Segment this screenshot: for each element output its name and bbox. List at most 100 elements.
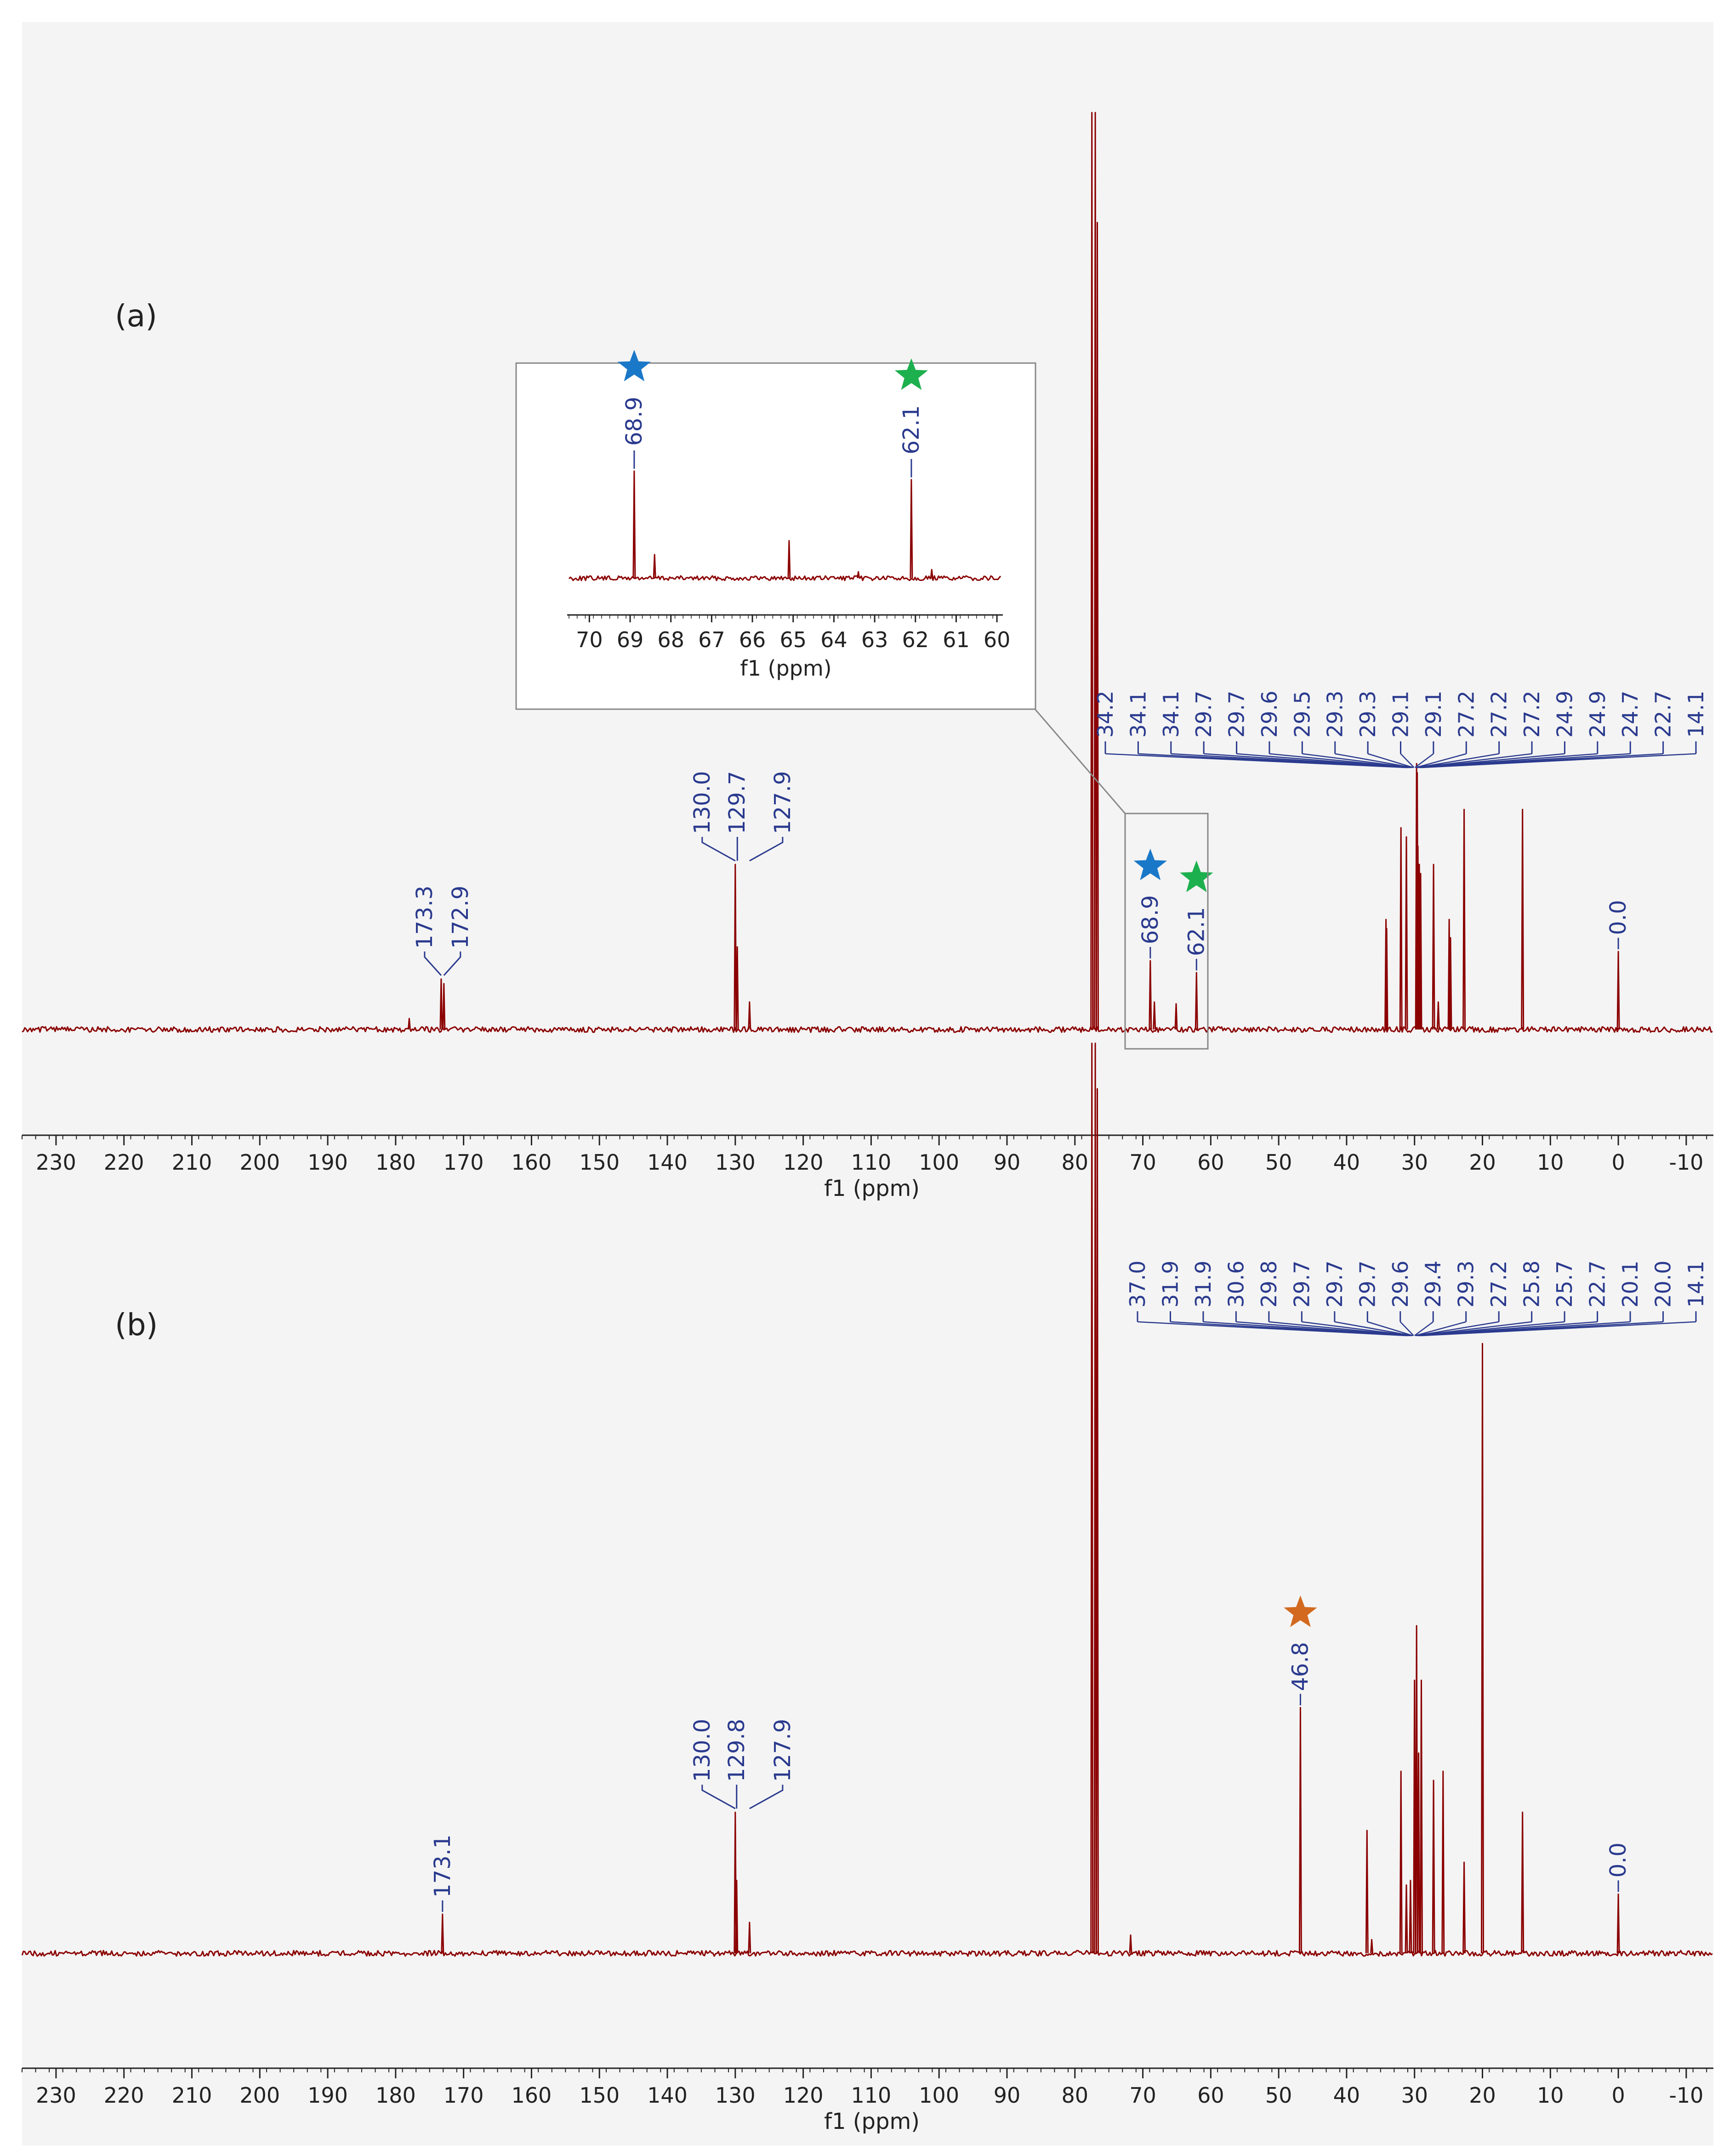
x-tick-label: 10 (1537, 2083, 1564, 2108)
aliphatic-peak-label: 14.1 (1684, 1261, 1708, 1308)
x-tick-label: 140 (647, 2083, 688, 2108)
x-tick-label: 30 (1401, 2083, 1428, 2108)
peak-label: 68.9 (1138, 895, 1163, 944)
x-tick-label: 180 (375, 2083, 416, 2108)
peak-label: 127.9 (770, 771, 796, 834)
star-marker-icon (1284, 1595, 1317, 1627)
aliphatic-peak-label: 37.0 (1125, 1261, 1150, 1308)
x-tick-label: 220 (104, 1150, 144, 1175)
aliphatic-peak-label: 30.6 (1223, 1261, 1248, 1308)
label-leader (1414, 753, 1434, 768)
peak-label-leader (749, 1785, 784, 1809)
label-leader (1399, 1321, 1414, 1336)
aliphatic-peak-label: 25.7 (1552, 1261, 1577, 1308)
x-tick-label: -10 (1669, 1150, 1703, 1175)
aliphatic-peak-label: 27.2 (1486, 1261, 1511, 1308)
inset-tick-label: 64 (820, 627, 848, 652)
label-leader (1302, 753, 1411, 768)
inset-peak-label: 68.9 (621, 397, 647, 446)
star-marker-icon (894, 358, 928, 390)
label-leader (1416, 753, 1467, 768)
aliphatic-peak-label: 24.9 (1585, 691, 1610, 738)
label-leader (1334, 1321, 1412, 1337)
peak-label: 62.1 (1183, 907, 1209, 956)
inset-x-axis: 70 69 68 67 66 65 64 63 62 61 60 (567, 614, 1011, 652)
x-tick-label: 10 (1537, 1150, 1564, 1175)
x-tick-label: 140 (647, 1150, 688, 1175)
peak-labels-a: 173.3 172.9 130.0 129.7 127.9 68.9 62.1 0.0 (412, 771, 1631, 976)
x-tick-label: 130 (715, 2083, 756, 2108)
aliphatic-peak-label: 25.8 (1519, 1261, 1544, 1308)
x-axis-b-title: f1 (ppm) (824, 2109, 920, 2134)
label-leader (1269, 1321, 1410, 1337)
label-leader (1335, 753, 1412, 768)
x-tick-label: 0 (1611, 2083, 1625, 2108)
inset-connector-line (1034, 709, 1126, 814)
inset-tick-label: 68 (657, 627, 684, 652)
aliphatic-peak-label: 14.1 (1684, 691, 1708, 738)
aliphatic-peak-label: 29.7 (1355, 1261, 1380, 1308)
x-axis-a-title: f1 (ppm) (824, 1176, 920, 1201)
x-tick-label: 230 (36, 1150, 76, 1175)
spectrum-a-trace (22, 112, 1713, 1033)
aliphatic-labels-a: 34.2 34.1 34.1 29.7 29.7 29.6 29.5 29.3 29.3 29.1… (1093, 691, 1708, 768)
aliphatic-peak-label: 29.3 (1355, 691, 1380, 738)
aliphatic-peak-label: 29.6 (1388, 1261, 1413, 1308)
x-tick-label: 100 (919, 2083, 959, 2108)
aliphatic-peak-label: 24.9 (1552, 691, 1577, 738)
aliphatic-peak-label: 34.2 (1093, 691, 1118, 738)
aliphatic-peak-label: 29.3 (1323, 691, 1348, 738)
x-tick-label: 200 (239, 2083, 280, 2108)
label-leader (1414, 1321, 1434, 1337)
aliphatic-labels-b: 37.0 31.9 31.9 30.6 29.8 29.7 29.7 29.7 29.6 29.4… (1125, 1261, 1708, 1337)
x-tick-label: 110 (851, 2083, 891, 2108)
panel-a-label: (a) (115, 298, 157, 334)
inset-panel: 70 69 68 67 66 65 64 63 62 61 60 68.9 62.1 f1 (ppm) (515, 350, 1036, 710)
star-marker-icon (1133, 848, 1167, 881)
x-tick-label: 50 (1265, 2083, 1292, 2108)
label-leader (1415, 1321, 1467, 1337)
label-leader (1302, 1321, 1411, 1337)
x-tick-label: 70 (1129, 2083, 1156, 2108)
label-leader (1236, 1321, 1409, 1337)
x-tick-label: 220 (104, 2083, 144, 2108)
label-leader (1236, 753, 1410, 768)
aliphatic-peak-label: 29.7 (1191, 691, 1216, 738)
peak-label-leader (424, 951, 442, 976)
x-tick-label: 90 (994, 1150, 1021, 1175)
x-tick-label: 230 (36, 2083, 76, 2108)
label-leader (1416, 753, 1499, 768)
aliphatic-peak-label: 29.6 (1257, 691, 1282, 738)
x-tick-label: 0 (1611, 1150, 1625, 1175)
star-marker-icon (1180, 860, 1213, 893)
label-leader (1367, 1321, 1413, 1337)
aliphatic-peak-label: 24.7 (1618, 691, 1643, 738)
peak-label-leader (749, 836, 784, 862)
label-leader (1422, 1321, 1696, 1337)
aliphatic-peak-label: 29.3 (1454, 1261, 1479, 1308)
x-tick-label: 60 (1197, 1150, 1224, 1175)
x-tick-label: 160 (512, 2083, 552, 2108)
x-tick-label: 80 (1061, 2083, 1088, 2108)
peak-label: 130.0 (689, 771, 715, 834)
x-tick-label: 170 (444, 2083, 484, 2108)
aliphatic-peak-label: 29.7 (1322, 1261, 1347, 1308)
label-leader (1416, 1321, 1499, 1337)
x-tick-label: 150 (579, 1150, 620, 1175)
zoom-box (1124, 813, 1209, 1050)
x-tick-label: 50 (1265, 1150, 1292, 1175)
aliphatic-peak-label: 20.0 (1651, 1261, 1676, 1308)
x-tick-label: 20 (1469, 2083, 1496, 2108)
x-tick-label: 20 (1469, 1150, 1496, 1175)
inset-frame (515, 362, 1036, 710)
label-leader (1400, 753, 1415, 768)
aliphatic-peak-label: 29.1 (1421, 691, 1446, 738)
x-tick-label: 170 (444, 1150, 484, 1175)
x-tick-label: 150 (579, 2083, 620, 2108)
peak-label: 173.1 (430, 1834, 455, 1897)
peak-label-leader (701, 836, 736, 862)
inset-tick-label: 60 (984, 627, 1011, 652)
aliphatic-peak-label: 34.1 (1126, 691, 1150, 738)
spectrum-b-trace (21, 1042, 1713, 1957)
